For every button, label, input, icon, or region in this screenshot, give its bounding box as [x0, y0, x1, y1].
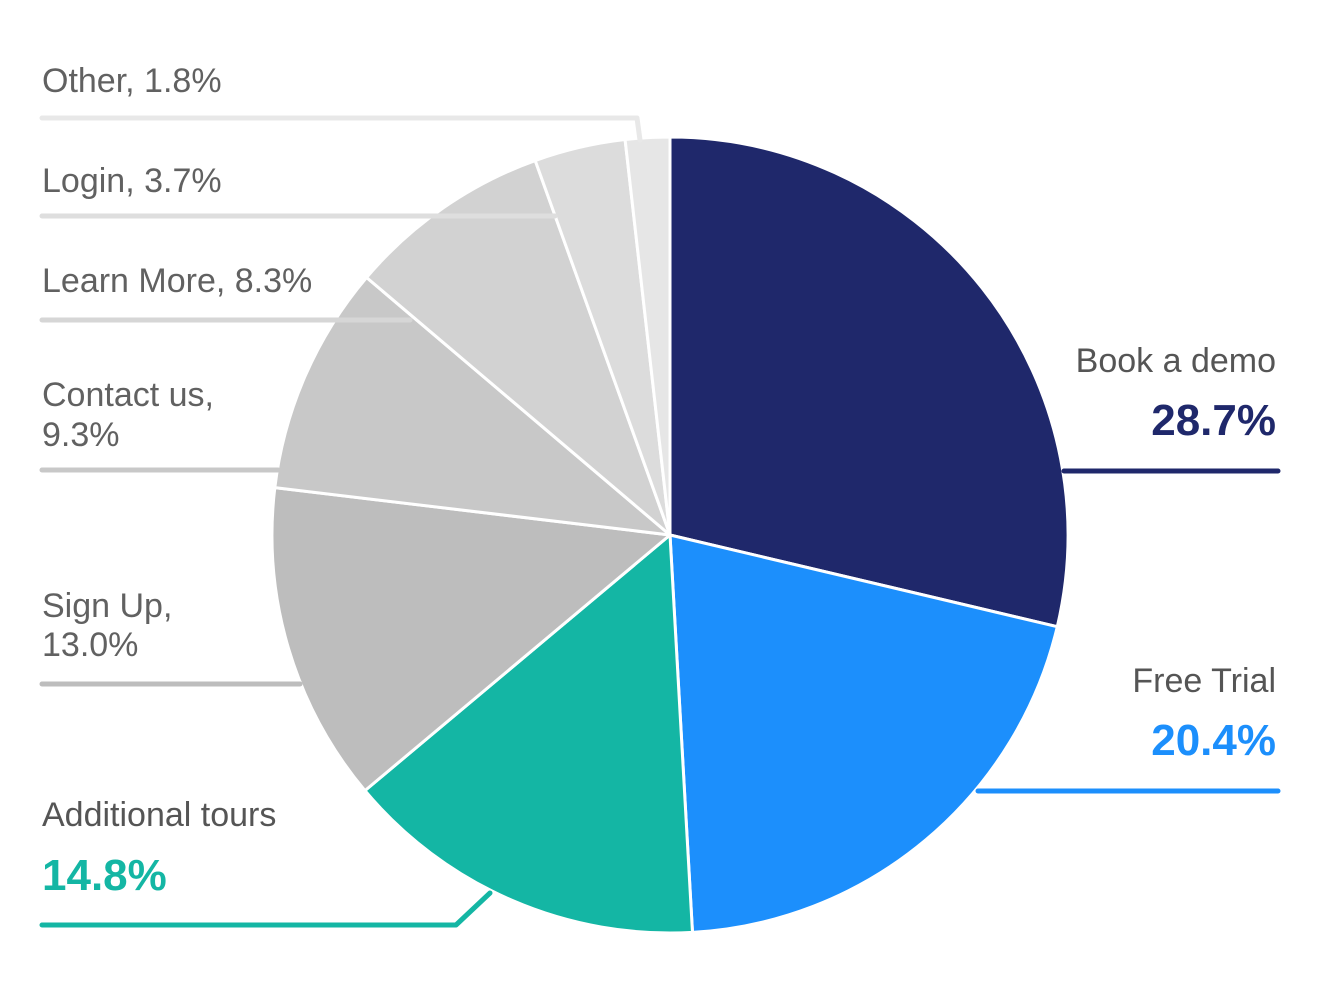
slice-learn-more-8-3	[365, 159, 672, 537]
leader-lines	[39, 115, 1281, 928]
leader-additional-tours	[39, 890, 493, 928]
value-book-a-demo: 28.7%	[1151, 396, 1276, 445]
label-book-a-demo: Book a demo	[1076, 342, 1276, 380]
label-learn-more: Learn More, 8.3%	[42, 262, 312, 300]
slice-free-trial	[668, 533, 1059, 934]
label-free-trial: Free Trial	[1132, 662, 1276, 700]
pie-slices	[270, 135, 1070, 935]
value-contact-us: 9.3%	[42, 416, 120, 454]
labels: Other, 1.8% Login, 3.7% Learn More, 8.3%…	[42, 62, 1276, 900]
slice-other-1-8	[623, 135, 672, 537]
value-additional-tours: 14.8%	[42, 851, 167, 900]
leader-other	[39, 115, 643, 143]
slice-additional-tours	[363, 533, 694, 935]
label-other: Other, 1.8%	[42, 62, 222, 100]
label-login: Login, 3.7%	[42, 162, 222, 200]
label-sign-up: Sign Up,	[42, 587, 172, 625]
value-sign-up: 13.0%	[42, 626, 138, 664]
label-additional-tours: Additional tours	[42, 796, 276, 834]
label-contact-us: Contact us,	[42, 376, 214, 414]
slice-book-a-demo	[668, 135, 1070, 629]
value-free-trial: 20.4%	[1151, 716, 1276, 765]
slice-sign-up	[270, 486, 672, 793]
